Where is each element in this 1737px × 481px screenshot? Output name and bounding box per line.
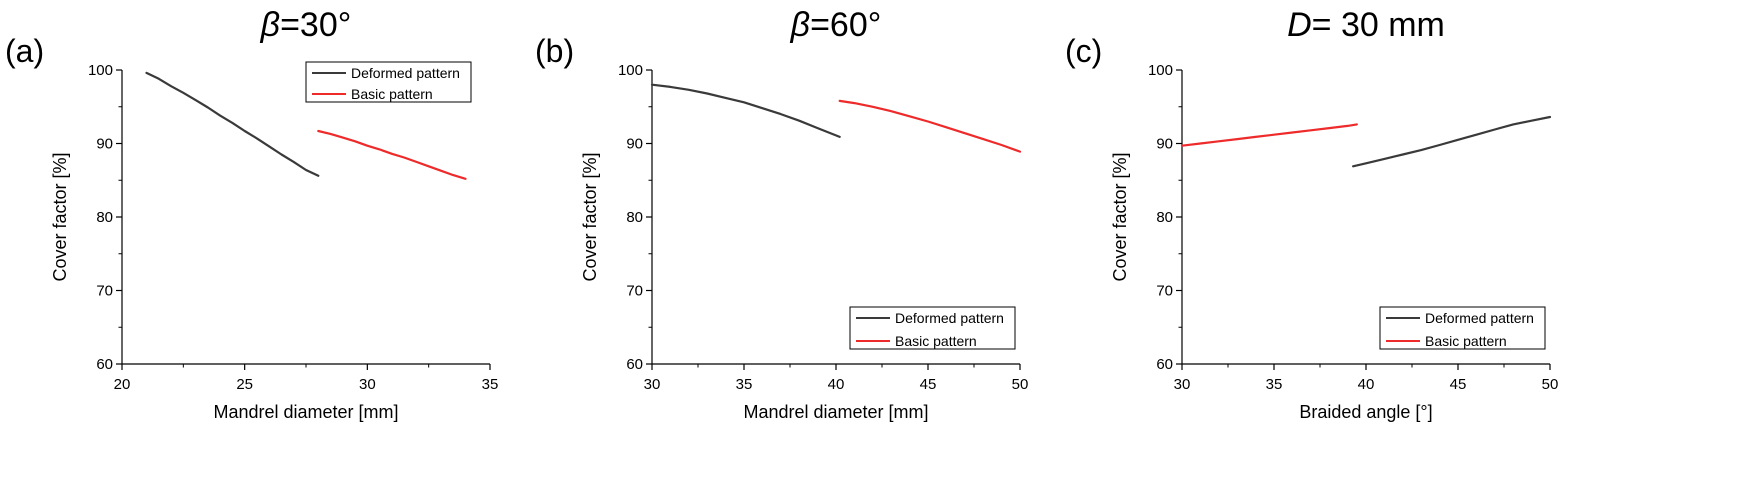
chart-panel-b: (b) β=60° 30 35 40 45 50 60 70 80 90 100 Mandrel dia… bbox=[530, 0, 1109, 481]
chart-b-x-axis-label: Mandrel diameter [mm] bbox=[743, 402, 928, 422]
chart-b: (b) β=60° 30 35 40 45 50 60 70 80 90 100 Mandrel dia… bbox=[535, 6, 1029, 422]
chart-c: (c) D= 30 mm 30 35 40 45 50 60 70 80 90 100 Braided … bbox=[1065, 6, 1559, 422]
chart-a-series-deformed-line bbox=[145, 71, 320, 177]
chart-c-title: D= 30 mm bbox=[1287, 6, 1445, 44]
chart-a-x-tick-label: 35 bbox=[482, 376, 499, 393]
chart-a-x-tick-label: 25 bbox=[236, 376, 253, 393]
chart-a-x-tick-label: 30 bbox=[359, 376, 376, 393]
chart-b-y-tick-label: 60 bbox=[626, 356, 643, 373]
chart-b-title: β=60° bbox=[790, 6, 882, 44]
chart-c-x-tick-label: 45 bbox=[1450, 376, 1467, 393]
chart-b-series-deformed-line bbox=[650, 83, 841, 138]
chart-a-x-axis-label: Mandrel diameter [mm] bbox=[213, 402, 398, 422]
chart-a-x-tick-label: 20 bbox=[114, 376, 131, 393]
chart-b-y-tick-label: 80 bbox=[626, 209, 643, 226]
chart-b-y-tick-label: 90 bbox=[626, 136, 643, 153]
chart-a-legend-label: Basic pattern bbox=[351, 86, 433, 102]
chart-a-title: β=30° bbox=[260, 6, 352, 44]
chart-c-y-tick-label: 60 bbox=[1156, 356, 1173, 373]
chart-a-y-tick-label: 60 bbox=[96, 356, 113, 373]
chart-b-x-tick-label: 45 bbox=[920, 376, 937, 393]
chart-b-x-tick-label: 30 bbox=[644, 376, 661, 393]
chart-c-legend-label: Basic pattern bbox=[1425, 333, 1507, 349]
chart-b-y-axis-label: Cover factor [%] bbox=[580, 152, 600, 281]
chart-b-panel-label: (b) bbox=[535, 33, 574, 69]
chart-b-x-tick-label: 40 bbox=[828, 376, 845, 393]
chart-a-y-tick-label: 80 bbox=[96, 209, 113, 226]
chart-b-legend-label: Basic pattern bbox=[895, 333, 977, 349]
chart-c-x-tick-label: 50 bbox=[1542, 376, 1559, 393]
chart-b-x-tick-label: 50 bbox=[1012, 376, 1029, 393]
chart-b-x-tick-label: 35 bbox=[736, 376, 753, 393]
chart-a-y-tick-label: 70 bbox=[96, 283, 113, 300]
chart-c-legend-label: Deformed pattern bbox=[1425, 310, 1534, 326]
chart-a-series-basic-line bbox=[317, 129, 467, 180]
chart-b-series-basic-line bbox=[838, 99, 1022, 153]
chart-c-series-basic-line bbox=[1180, 123, 1358, 147]
chart-b-title-text: =60° bbox=[810, 6, 881, 44]
chart-a-title-symbol: β bbox=[260, 6, 280, 44]
chart-c-title-text: = 30 mm bbox=[1312, 6, 1445, 44]
chart-b-y-tick-label: 70 bbox=[626, 283, 643, 300]
chart-a-legend-box bbox=[305, 61, 472, 103]
chart-a: (a) β=30° 20 25 30 35 60 70 80 90 100 Mandrel diame… bbox=[5, 6, 499, 422]
chart-c-title-symbol: D bbox=[1287, 6, 1312, 44]
chart-c-y-tick-label: 80 bbox=[1156, 209, 1173, 226]
chart-c-y-tick-label: 70 bbox=[1156, 283, 1173, 300]
chart-a-y-axis-label: Cover factor [%] bbox=[50, 152, 70, 281]
chart-b-legend-label: Deformed pattern bbox=[895, 310, 1004, 326]
chart-panel-a: (a) β=30° 20 25 30 35 60 70 80 90 100 Mandrel diame… bbox=[0, 0, 579, 481]
chart-c-panel-label: (c) bbox=[1065, 33, 1102, 69]
chart-c-x-axis-label: Braided angle [°] bbox=[1299, 402, 1432, 422]
chart-c-x-tick-label: 35 bbox=[1266, 376, 1283, 393]
chart-a-title-text: =30° bbox=[280, 6, 351, 44]
chart-c-y-axis-label: Cover factor [%] bbox=[1110, 152, 1130, 281]
chart-c-x-tick-label: 30 bbox=[1174, 376, 1191, 393]
chart-panel-c: (c) D= 30 mm 30 35 40 45 50 60 70 80 90 100 Braided … bbox=[1060, 0, 1639, 481]
chart-a-panel-label: (a) bbox=[5, 33, 44, 69]
chart-c-x-tick-label: 40 bbox=[1358, 376, 1375, 393]
chart-c-y-tick-label: 90 bbox=[1156, 136, 1173, 153]
chart-b-y-tick-label: 100 bbox=[618, 62, 643, 79]
chart-a-y-tick-label: 100 bbox=[88, 62, 113, 79]
chart-a-legend-label: Deformed pattern bbox=[351, 65, 460, 81]
chart-b-title-symbol: β bbox=[790, 6, 810, 44]
chart-c-series-deformed-line bbox=[1352, 115, 1552, 168]
chart-c-y-tick-label: 100 bbox=[1148, 62, 1173, 79]
chart-a-y-tick-label: 90 bbox=[96, 136, 113, 153]
